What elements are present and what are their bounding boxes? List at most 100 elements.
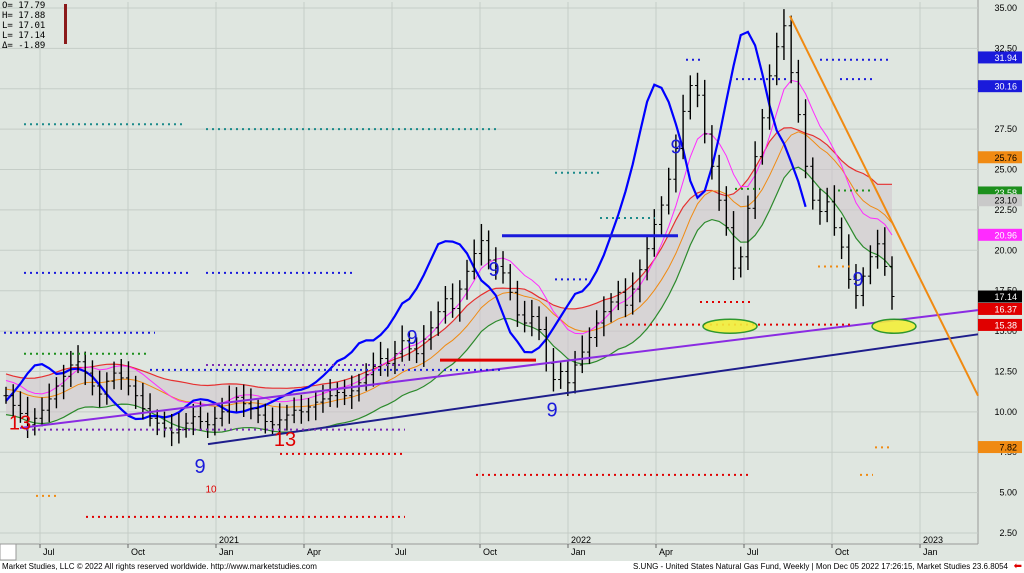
- price-bar: [514, 280, 520, 327]
- open-value: O= 17.79: [2, 1, 46, 11]
- price-bar: [781, 9, 787, 61]
- price-bar: [875, 229, 881, 269]
- highlight-oval: [702, 318, 758, 334]
- price-bar: [767, 64, 773, 130]
- price-tag: [978, 290, 1022, 303]
- red-line: [5, 127, 892, 389]
- price-bar: [889, 256, 895, 310]
- price-bar: [558, 362, 564, 389]
- price-bar: [89, 360, 95, 396]
- price-bar: [125, 361, 131, 396]
- x-tick-label: Jul: [395, 547, 407, 557]
- price-bar: [608, 293, 614, 323]
- price-bar: [298, 394, 304, 424]
- price-bar: [831, 185, 837, 236]
- price-bar: [471, 239, 477, 280]
- price-tag-label: 16.37: [994, 304, 1017, 314]
- high-value: H= 17.88: [2, 11, 46, 21]
- x-tick-label: Oct: [483, 547, 498, 557]
- price-bar: [3, 386, 9, 404]
- price-bar: [118, 359, 124, 390]
- price-tag-label: 15.38: [994, 320, 1017, 330]
- x-tick-label: Jan: [219, 547, 234, 557]
- price-bar: [61, 364, 67, 400]
- price-bar: [493, 247, 499, 280]
- price-bar: [846, 234, 852, 289]
- x-tick-label: Jan: [923, 547, 938, 557]
- price-bar: [594, 310, 600, 347]
- price-bar: [759, 108, 765, 165]
- x-tick-label: Oct: [131, 547, 146, 557]
- price-bar: [565, 359, 571, 397]
- price-bar: [161, 411, 167, 438]
- sequence-count-label: 10: [205, 485, 217, 496]
- price-bar: [190, 403, 196, 436]
- sequence-count-label: 9: [406, 327, 417, 349]
- orange-trendline: [789, 15, 979, 397]
- price-bar: [680, 94, 686, 160]
- price-bar: [824, 187, 830, 223]
- price-bar: [442, 286, 448, 324]
- price-bar: [327, 379, 333, 407]
- price-bar: [579, 335, 585, 374]
- blue-oscillator-line: [5, 30, 807, 421]
- back-arrow-icon[interactable]: ⬅: [1013, 561, 1022, 572]
- x-tick-label: Jul: [747, 547, 759, 557]
- price-bar: [53, 377, 59, 409]
- price-tag: [978, 151, 1022, 164]
- price-tag: [978, 302, 1022, 315]
- x-tick-label: Apr: [659, 547, 673, 557]
- price-bar: [435, 301, 441, 336]
- price-bar: [486, 230, 492, 270]
- last-value: L= 17.14: [2, 31, 46, 41]
- price-tag-label: 17.14: [994, 292, 1017, 302]
- price-bar: [810, 157, 816, 210]
- price-tag: [978, 194, 1022, 207]
- change-value: Δ= -1.89: [2, 41, 46, 51]
- x-axis-panel: [0, 544, 978, 561]
- price-bar: [687, 75, 693, 120]
- price-bar: [716, 154, 722, 211]
- price-bar: [378, 341, 384, 376]
- price-bar: [68, 350, 74, 387]
- ichimoku-cloud: [6, 127, 892, 433]
- year-label: 2021: [219, 535, 239, 545]
- price-tag: [978, 441, 1022, 454]
- price-bar: [817, 188, 823, 225]
- price-tag: [978, 318, 1022, 331]
- price-bar: [788, 15, 794, 84]
- price-bar: [658, 196, 664, 237]
- price-bar: [666, 167, 672, 215]
- orange-line: [5, 131, 893, 408]
- price-bar: [414, 337, 420, 364]
- price-bar: [860, 267, 866, 307]
- y-tick-label: 22.50: [994, 205, 1017, 215]
- low-value: L= 17.01: [2, 21, 46, 31]
- price-bar: [39, 397, 45, 427]
- y-tick-label: 20.00: [994, 245, 1017, 255]
- price-tag: [978, 228, 1022, 241]
- price-bar: [839, 217, 845, 260]
- price-bar: [334, 382, 340, 408]
- price-bar: [795, 59, 801, 123]
- price-bar: [284, 404, 290, 431]
- price-bar: [630, 272, 636, 315]
- y-tick-label: 32.50: [994, 43, 1017, 53]
- y-tick-label: 35.00: [994, 3, 1017, 13]
- price-tag-label: 7.82: [999, 443, 1017, 453]
- y-tick-label: 10.00: [994, 407, 1017, 417]
- price-bar: [421, 325, 427, 367]
- price-bar: [731, 211, 737, 281]
- price-bar: [82, 351, 88, 386]
- price-bar: [75, 345, 81, 374]
- price-bar: [399, 325, 405, 362]
- sequence-count-label: 9: [488, 259, 499, 281]
- price-bar: [133, 375, 139, 409]
- price-bar: [212, 406, 218, 436]
- price-bar: [752, 141, 758, 219]
- price-bar: [428, 311, 434, 350]
- price-bar: [536, 306, 542, 341]
- sequence-count-label: 9: [546, 400, 557, 422]
- price-bar: [406, 331, 412, 361]
